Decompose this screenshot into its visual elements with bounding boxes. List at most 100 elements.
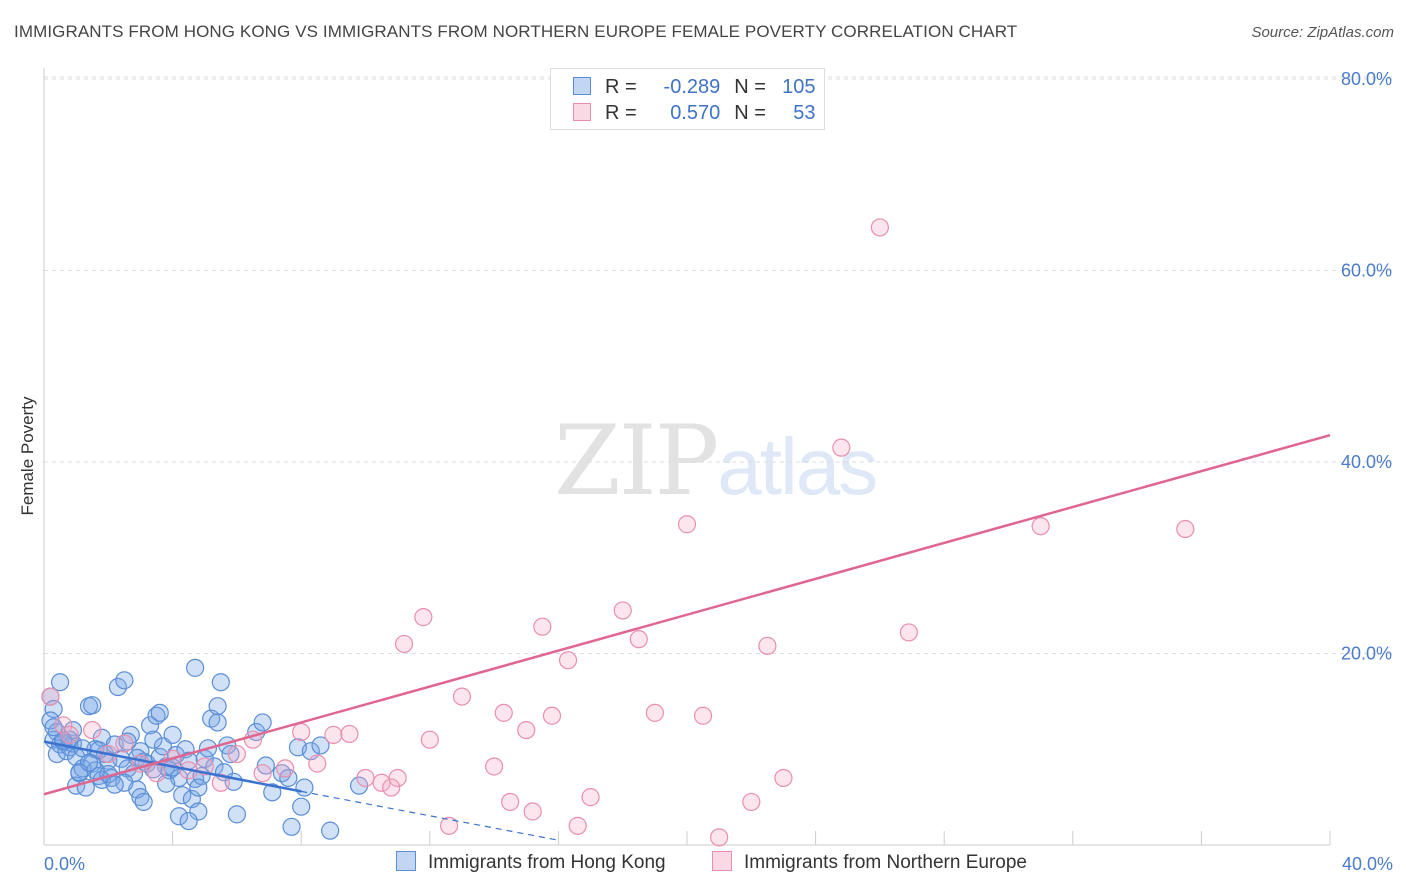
point-northern-europe xyxy=(501,792,520,812)
point-northern-europe xyxy=(742,792,761,812)
point-hong-kong xyxy=(108,677,128,697)
y-tick-label: 80.0% xyxy=(1341,69,1392,89)
point-northern-europe xyxy=(870,218,890,237)
legend-r-value: 0.570 xyxy=(670,102,721,124)
point-northern-europe xyxy=(558,651,578,670)
legend-r-label: R = xyxy=(605,76,637,98)
point-hong-kong xyxy=(208,713,227,732)
point-northern-europe xyxy=(645,703,664,722)
watermark-zip: ZIP xyxy=(554,405,719,517)
point-hong-kong xyxy=(163,725,182,744)
legend-row-northern-europe: R = 0.570 N = 53 xyxy=(573,102,816,126)
legend-label: Immigrants from Northern Europe xyxy=(744,852,1027,873)
point-northern-europe xyxy=(439,816,459,835)
legend-n-label: N = xyxy=(734,102,766,124)
legend-n-value: 105 xyxy=(782,76,816,98)
x-tick-label: 40.0% xyxy=(1342,854,1393,874)
point-northern-europe xyxy=(292,722,311,742)
data-points xyxy=(41,218,1195,847)
point-hong-kong xyxy=(50,673,70,692)
point-hong-kong xyxy=(150,703,169,722)
point-northern-europe xyxy=(211,773,230,792)
point-northern-europe xyxy=(54,716,73,735)
point-northern-europe xyxy=(414,608,433,627)
point-hong-kong xyxy=(227,805,246,824)
legend-swatch-blue xyxy=(396,851,416,871)
point-northern-europe xyxy=(774,768,793,788)
point-northern-europe xyxy=(276,759,295,778)
point-northern-europe xyxy=(533,617,552,636)
point-hong-kong xyxy=(79,753,99,772)
point-hong-kong xyxy=(70,763,89,782)
point-hong-kong xyxy=(134,792,153,812)
point-hong-kong xyxy=(118,732,137,751)
point-hong-kong xyxy=(189,778,208,797)
point-hong-kong xyxy=(144,730,163,749)
point-northern-europe xyxy=(899,623,918,642)
legend-n-value: 53 xyxy=(793,102,816,124)
point-hong-kong xyxy=(321,821,340,840)
point-northern-europe xyxy=(581,788,600,807)
point-hong-kong xyxy=(279,768,298,788)
point-northern-europe xyxy=(485,757,504,776)
legend-swatch-blue xyxy=(573,77,591,95)
axes xyxy=(43,68,1331,846)
point-hong-kong xyxy=(147,706,166,725)
y-tick-label: 40.0% xyxy=(1341,452,1392,472)
source-credit: Source: ZipAtlas.com xyxy=(1251,24,1394,41)
point-northern-europe xyxy=(542,706,562,725)
chart-title: IMMIGRANTS FROM HONG KONG VS IMMIGRANTS … xyxy=(14,22,1018,41)
point-northern-europe xyxy=(613,601,632,620)
point-northern-europe xyxy=(324,725,343,744)
point-northern-europe xyxy=(227,744,246,764)
point-northern-europe xyxy=(710,828,729,847)
point-hong-kong xyxy=(186,658,205,677)
point-hong-kong xyxy=(105,775,124,794)
point-northern-europe xyxy=(60,725,79,744)
tick-labels: 20.0% 40.0% 60.0% 80.0% 0.0% 40.0% xyxy=(44,69,1393,874)
point-hong-kong xyxy=(292,797,311,816)
point-hong-kong xyxy=(189,802,208,821)
point-hong-kong xyxy=(208,697,227,716)
point-hong-kong xyxy=(295,778,314,797)
watermark: ZIPatlas xyxy=(554,405,878,517)
y-tick-label: 20.0% xyxy=(1341,644,1392,664)
point-hong-kong xyxy=(211,673,230,692)
point-hong-kong xyxy=(282,817,301,836)
point-northern-europe xyxy=(115,734,134,753)
trend-lines xyxy=(43,433,1331,841)
point-northern-europe xyxy=(677,515,697,534)
point-northern-europe xyxy=(308,754,327,773)
legend-n-label: N = xyxy=(734,76,766,98)
y-tick-label: 60.0% xyxy=(1341,261,1392,281)
point-northern-europe xyxy=(1031,517,1050,536)
point-northern-europe xyxy=(394,634,414,654)
point-hong-kong xyxy=(115,671,134,690)
x-tick-label: 0.0% xyxy=(44,854,85,874)
point-northern-europe xyxy=(758,636,777,655)
legend-swatch-pink xyxy=(573,103,591,121)
point-northern-europe xyxy=(523,802,542,821)
point-northern-europe xyxy=(693,706,713,725)
point-hong-kong xyxy=(221,744,240,764)
legend-swatch-pink xyxy=(712,851,732,871)
point-hong-kong xyxy=(173,786,192,805)
legend-item-northern-europe: Immigrants from Northern Europe xyxy=(712,851,1027,877)
trend-line-hong-kong xyxy=(43,740,302,793)
point-northern-europe xyxy=(83,720,102,740)
point-northern-europe xyxy=(253,764,272,783)
legend-row-hong-kong: R = -0.289 N = 105 xyxy=(573,76,816,100)
grid-lines xyxy=(44,76,1392,654)
legend-label: Immigrants from Hong Kong xyxy=(428,852,666,873)
point-hong-kong xyxy=(140,716,160,735)
point-northern-europe xyxy=(832,438,851,457)
point-hong-kong xyxy=(169,807,189,826)
correlation-legend: R = -0.289 N = 105 R = 0.570 N = 53 xyxy=(550,68,825,130)
point-northern-europe xyxy=(568,816,587,835)
point-northern-europe xyxy=(494,703,513,722)
point-northern-europe xyxy=(452,687,472,706)
point-northern-europe xyxy=(629,630,648,649)
point-northern-europe xyxy=(356,768,375,788)
point-hong-kong xyxy=(253,713,272,732)
point-hong-kong xyxy=(83,696,102,715)
